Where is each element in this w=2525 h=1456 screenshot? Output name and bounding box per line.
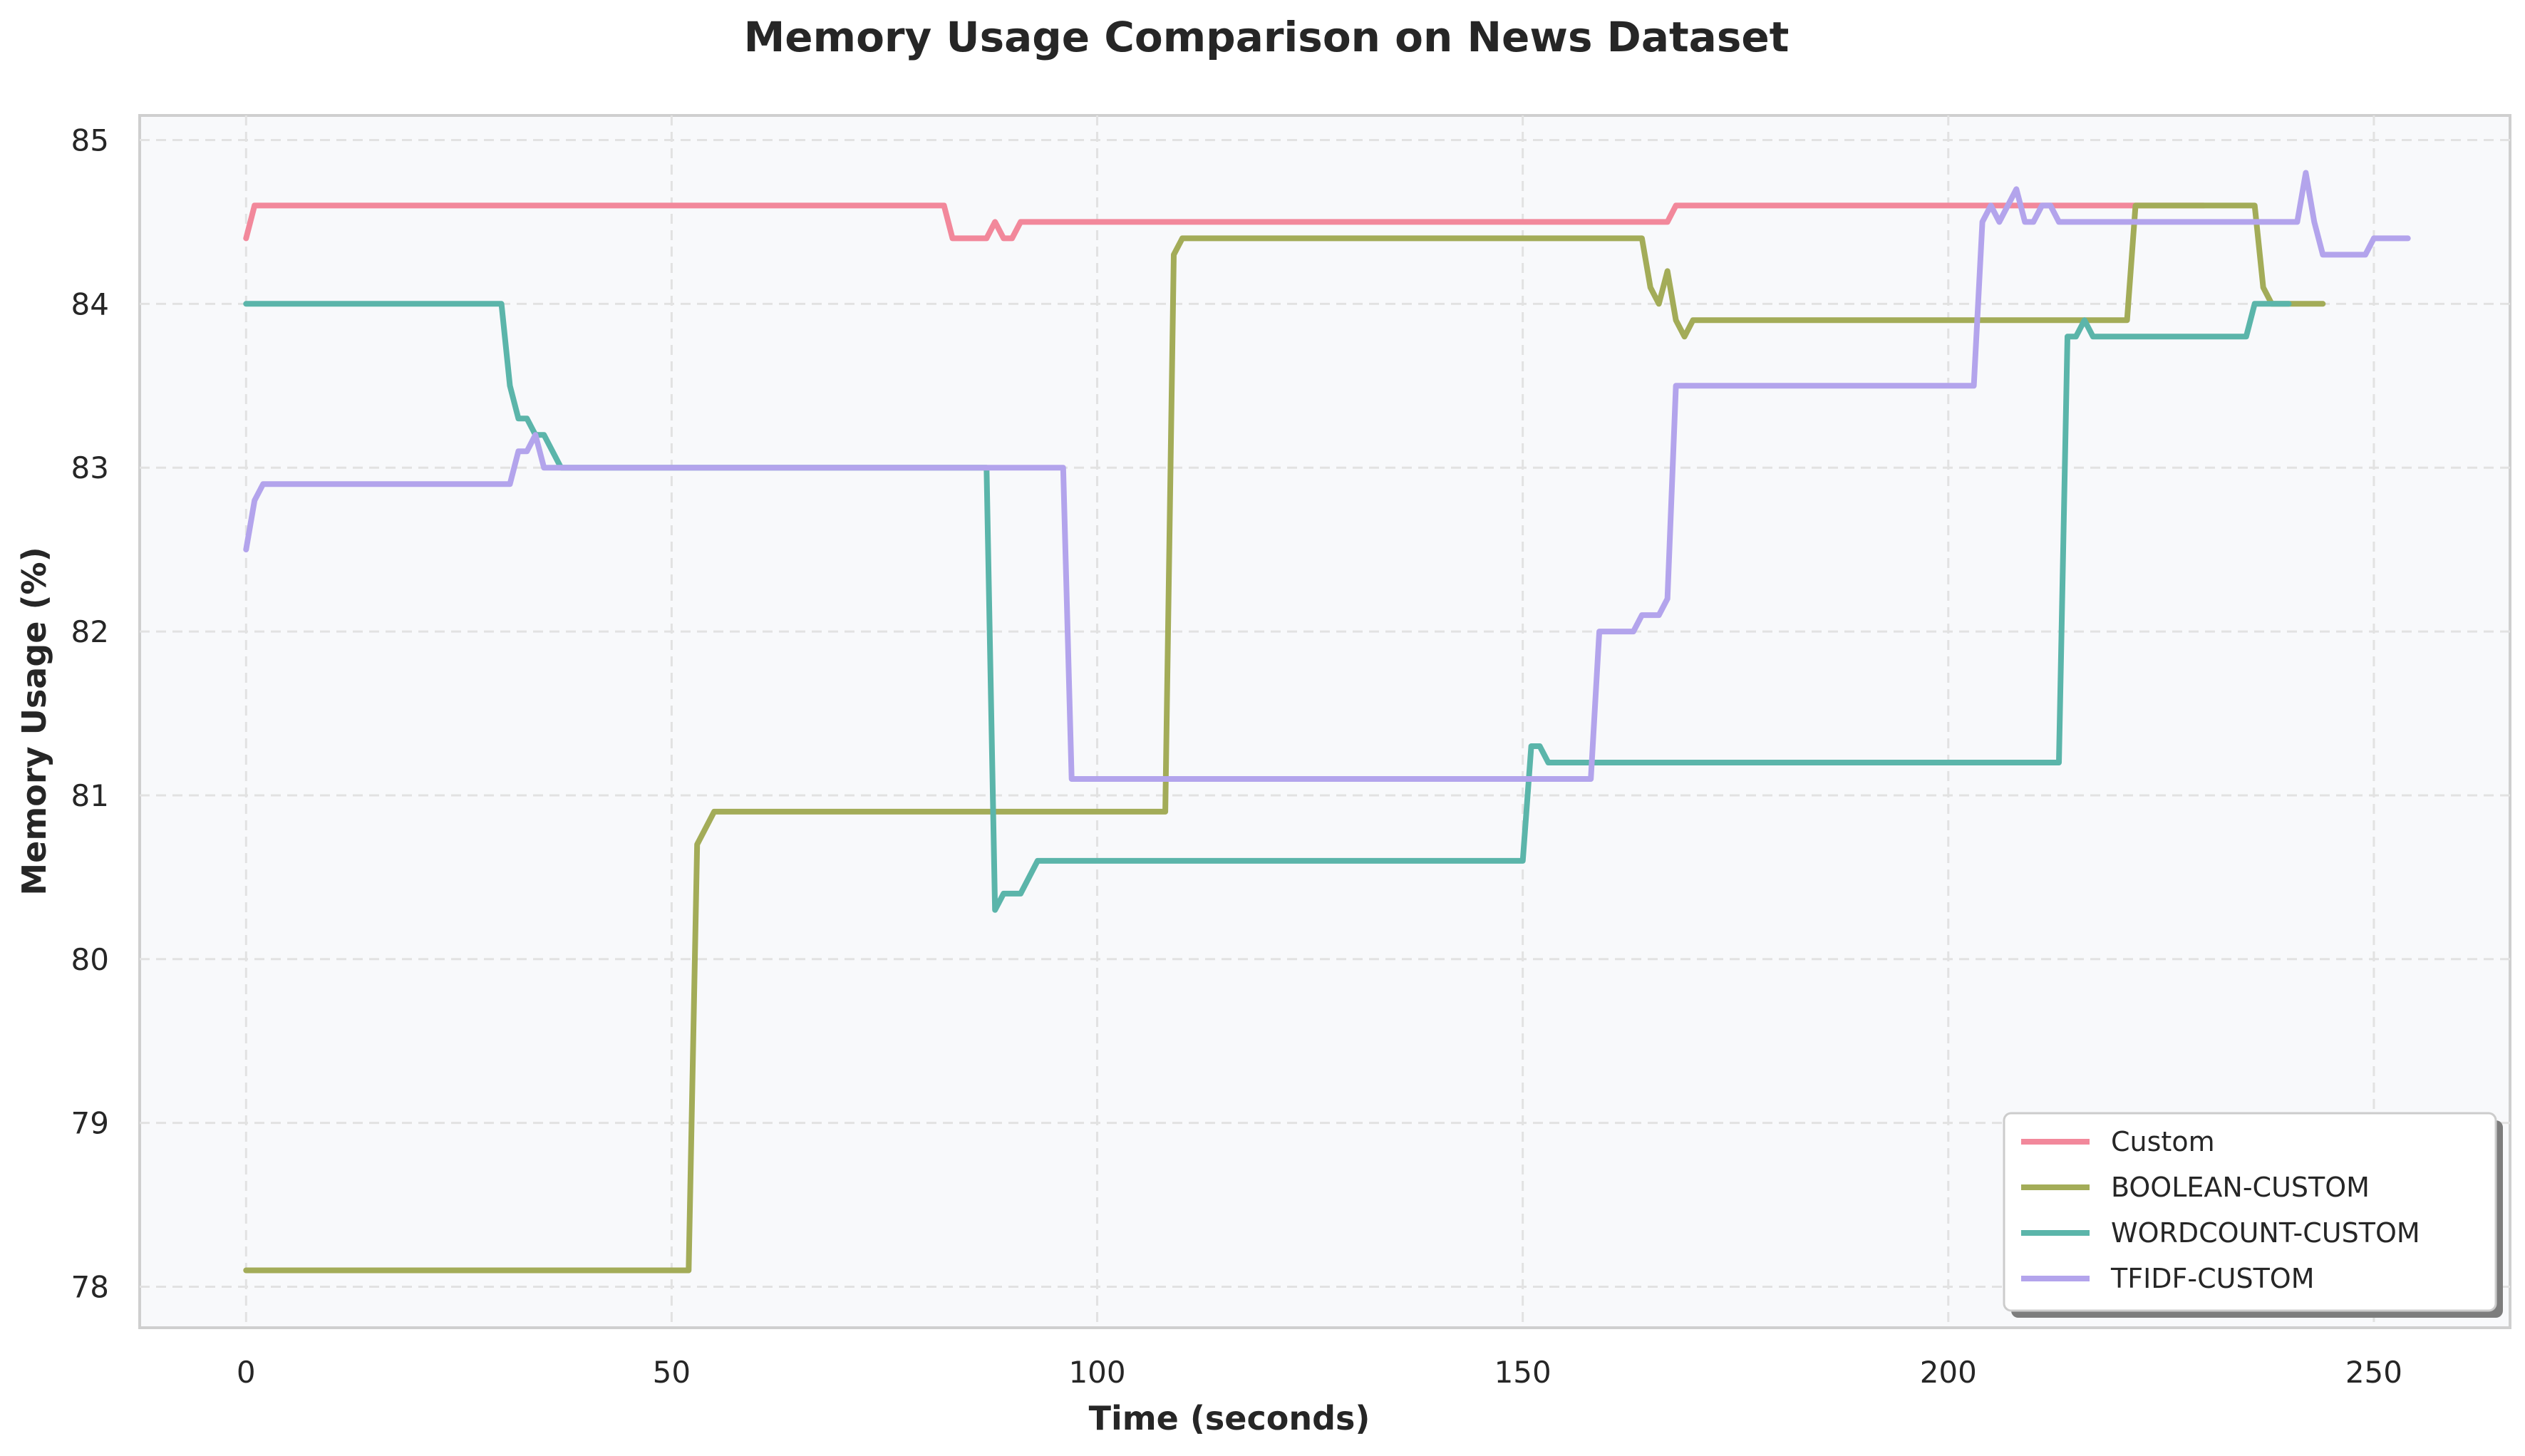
chart-title: Memory Usage Comparison on News Dataset — [744, 13, 1790, 61]
y-tick-label-7: 85 — [71, 123, 109, 158]
series-lines — [243, 170, 2411, 1274]
series-line-1 — [243, 202, 2326, 1274]
y-tick-label-2: 80 — [71, 942, 109, 977]
y-tick-label-3: 81 — [71, 778, 109, 813]
y-tick-label-1: 79 — [71, 1106, 109, 1141]
legend-label-3: TFIDF-CUSTOM — [2110, 1263, 2314, 1294]
y-tick-label-5: 83 — [71, 450, 109, 485]
y-axis-label: Memory Usage (%) — [15, 547, 53, 895]
legend-label-2: WORDCOUNT-CUSTOM — [2111, 1217, 2420, 1249]
legend-box — [2003, 1112, 2497, 1312]
x-tick-label-2: 100 — [1068, 1355, 1125, 1390]
y-tick-label-4: 82 — [71, 614, 109, 649]
series-line-3 — [243, 170, 2411, 782]
x-tick-labels: 0 50 100 150 200 250 — [237, 1355, 2402, 1390]
x-axis-label: Time (seconds) — [1089, 1399, 1370, 1437]
legend: Custom BOOLEAN-CUSTOM WORDCOUNT-CUSTOM TFID… — [2003, 1112, 2503, 1318]
y-tick-labels: 78 79 80 81 82 83 84 85 — [71, 123, 109, 1304]
series-line-0 — [243, 202, 2207, 242]
legend-label-0: Custom — [2111, 1126, 2215, 1157]
y-tick-label-0: 78 — [71, 1270, 109, 1305]
x-tick-label-4: 200 — [1920, 1355, 1977, 1390]
x-tick-label-3: 150 — [1494, 1355, 1551, 1390]
series-line-2 — [243, 301, 2292, 913]
grid — [140, 115, 2510, 1328]
legend-label-1: BOOLEAN-CUSTOM — [2111, 1172, 2370, 1203]
y-tick-label-6: 84 — [71, 286, 109, 321]
x-tick-label-5: 250 — [2345, 1355, 2402, 1390]
x-tick-label-1: 50 — [653, 1355, 691, 1390]
x-tick-label-0: 0 — [237, 1355, 256, 1390]
